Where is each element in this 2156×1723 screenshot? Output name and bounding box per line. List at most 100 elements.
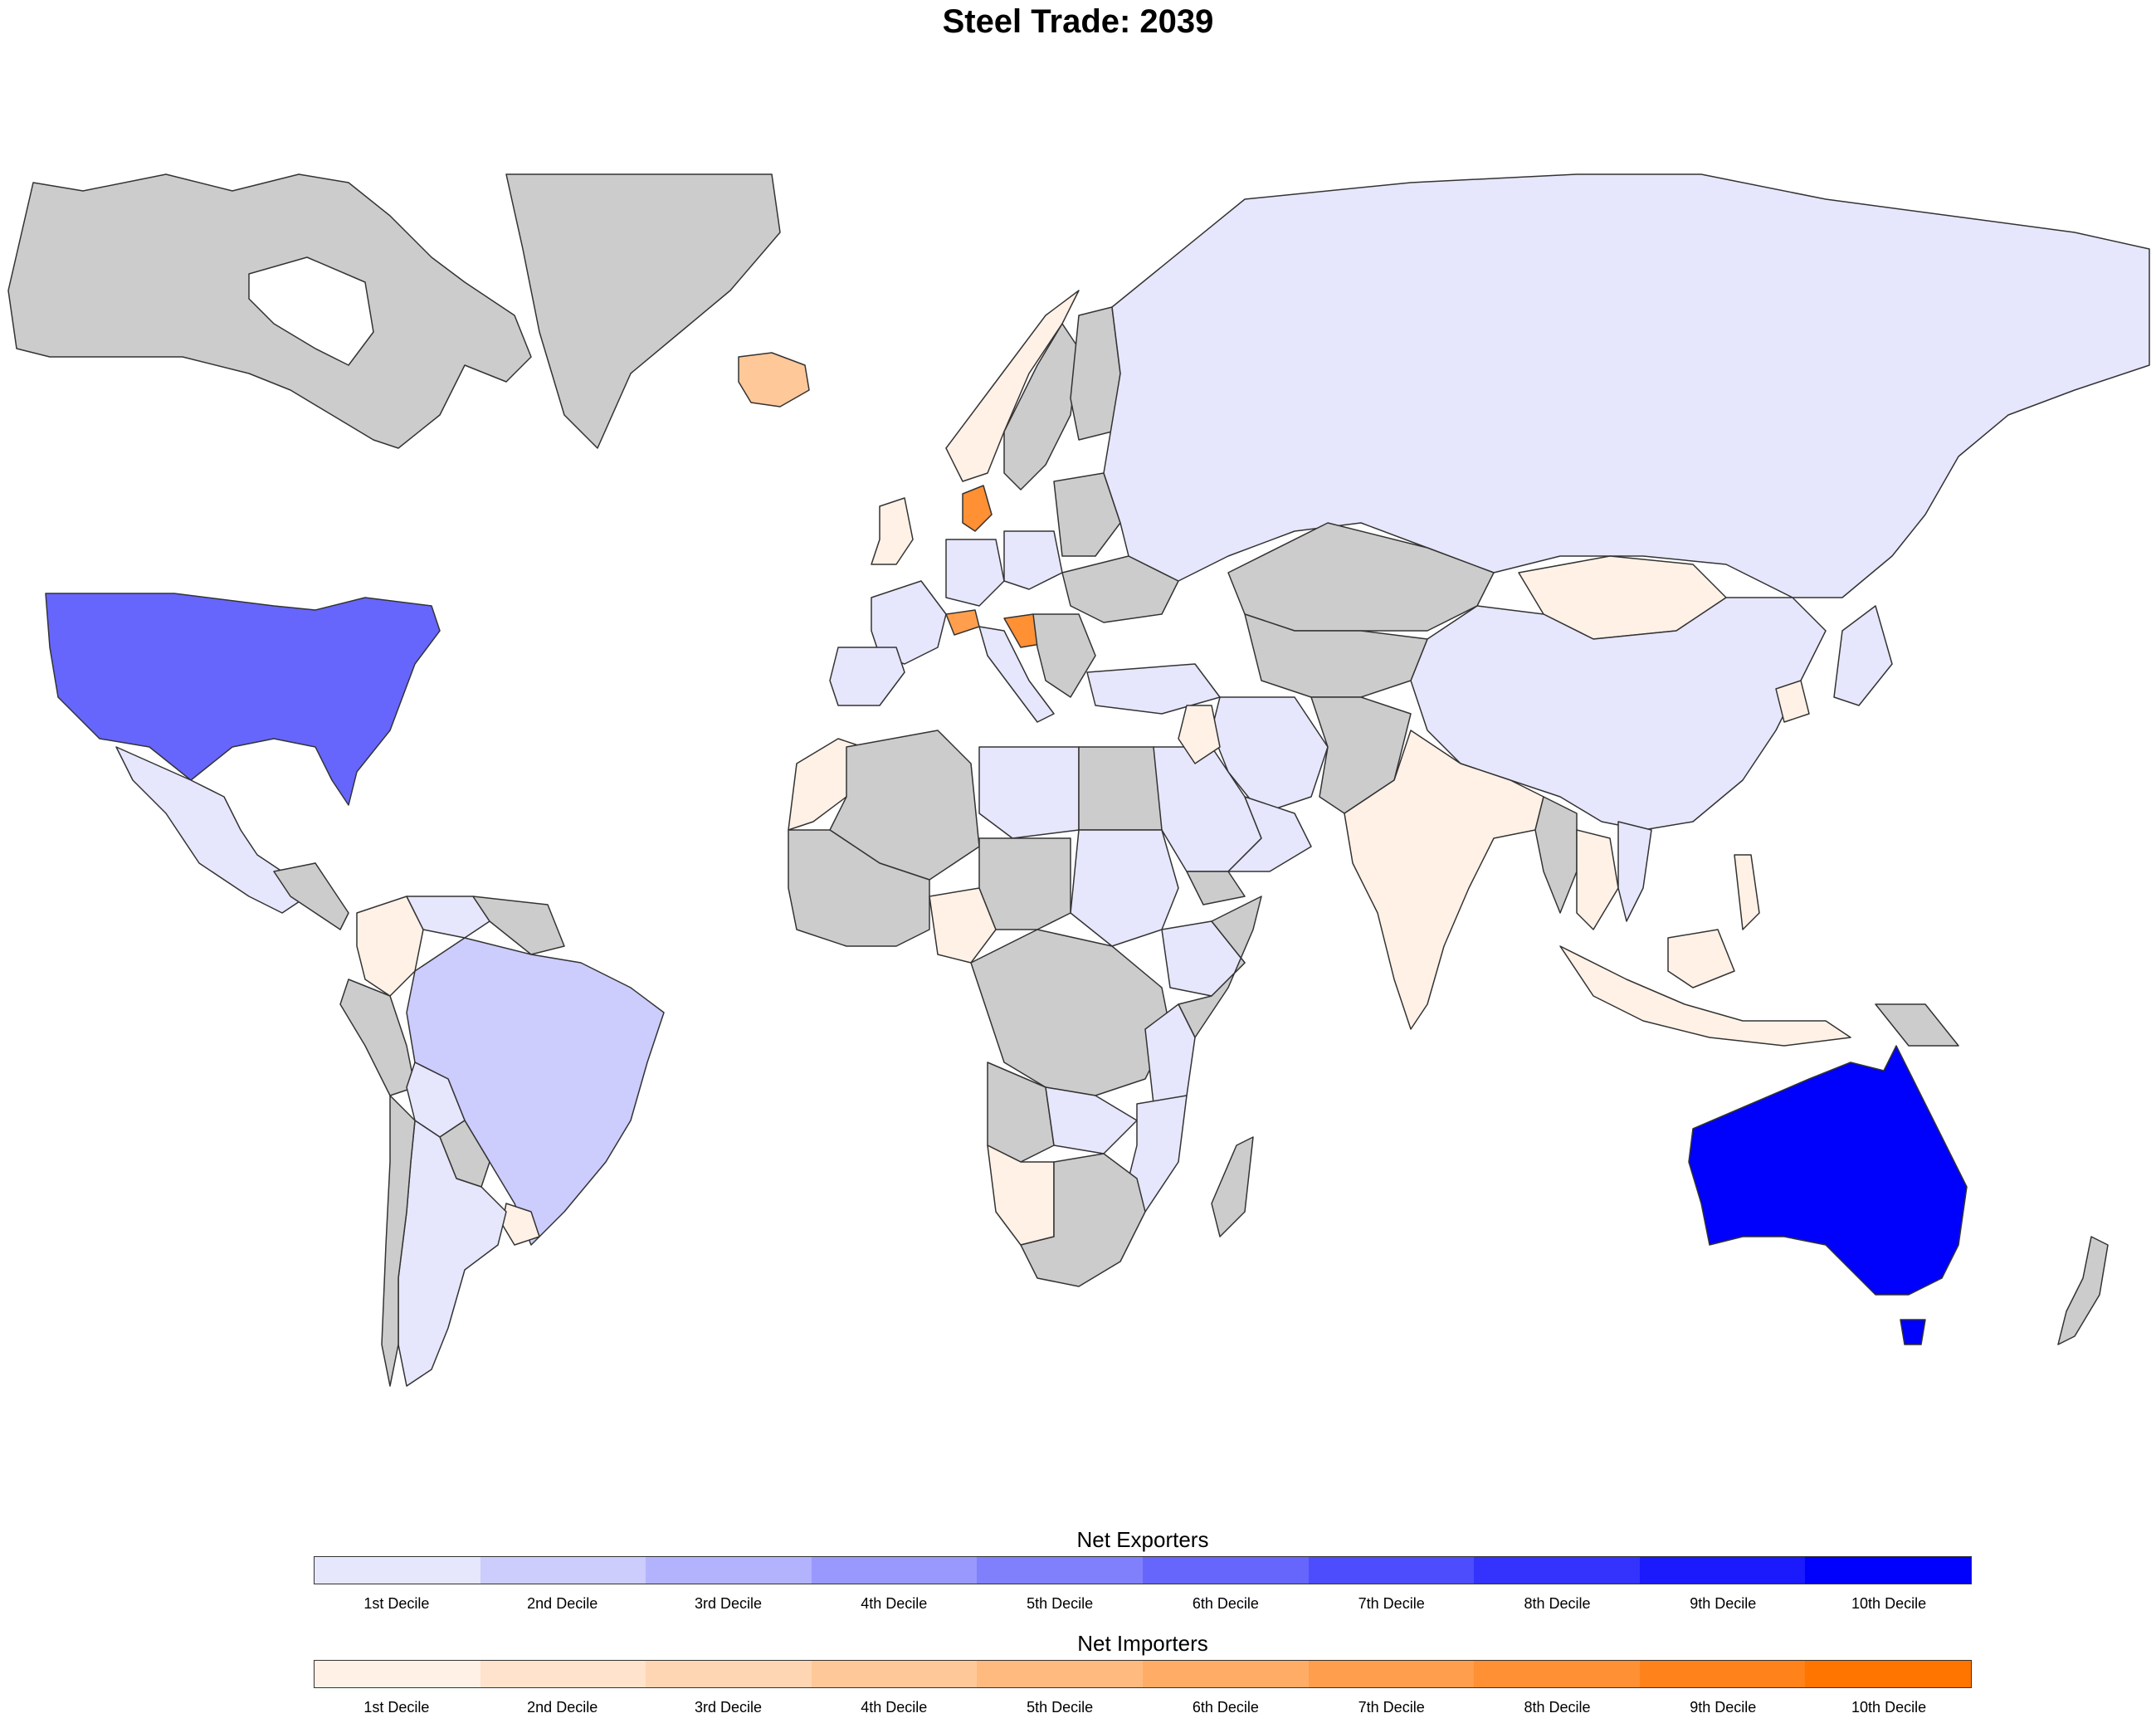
importers-label-9: 9th Decile <box>1690 1699 1757 1716</box>
region-greenland <box>505 173 781 449</box>
region-japan <box>1833 605 1893 706</box>
importers-label-1: 1st Decile <box>363 1699 430 1716</box>
region-west-africa <box>788 829 930 947</box>
region-india <box>1344 730 1544 1030</box>
region-borneo <box>1667 929 1735 988</box>
hudson-bay <box>248 256 374 366</box>
region-italy <box>978 626 1055 723</box>
importers-label-7: 7th Decile <box>1358 1699 1425 1716</box>
exporters-label-7: 7th Decile <box>1358 1595 1425 1612</box>
importers-label-8: 8th Decile <box>1524 1699 1591 1716</box>
importers-label-6: 6th Decile <box>1192 1699 1259 1716</box>
region-guianas <box>472 896 565 955</box>
importers-label-4: 4th Decile <box>861 1699 928 1716</box>
exporters-label-1: 1st Decile <box>363 1595 430 1612</box>
region-germany <box>945 539 1005 607</box>
region-united-states <box>45 593 441 806</box>
region-tasmania <box>1900 1319 1926 1345</box>
exporters-swatch-4 <box>811 1557 978 1584</box>
legend-importers-labels: 1st Decile 2nd Decile 3rd Decile 4th Decile… <box>314 1699 1972 1716</box>
region-chad <box>978 837 1071 930</box>
region-korea <box>1775 680 1810 723</box>
region-central-asia <box>1244 613 1428 698</box>
importers-swatch-6 <box>1142 1661 1309 1687</box>
region-denmark <box>962 485 993 532</box>
region-china <box>1410 597 1827 831</box>
region-philippines <box>1734 854 1760 930</box>
region-peru <box>339 979 416 1096</box>
exporters-label-3: 3rd Decile <box>694 1595 763 1612</box>
region-thailand <box>1576 829 1619 930</box>
region-russia <box>1103 173 2150 598</box>
region-south-africa <box>1020 1153 1146 1287</box>
importers-swatch-1 <box>315 1661 480 1687</box>
exporters-label-5: 5th Decile <box>1027 1595 1094 1612</box>
importers-label-3: 3rd Decile <box>694 1699 763 1716</box>
importers-label-5: 5th Decile <box>1027 1699 1094 1716</box>
map-title: Steel Trade: 2039 <box>942 3 1214 40</box>
exporters-swatch-8 <box>1474 1557 1640 1584</box>
region-angola <box>987 1062 1055 1163</box>
region-france <box>871 580 947 665</box>
region-switzerland <box>945 609 980 636</box>
region-poland <box>1003 530 1063 590</box>
region-indonesia <box>1559 945 1851 1047</box>
exporters-swatch-10 <box>1805 1557 1971 1584</box>
region-sweden <box>1003 323 1080 491</box>
exporters-swatch-7 <box>1308 1557 1475 1584</box>
region-australia <box>1688 1045 1968 1296</box>
region-spain <box>829 647 905 706</box>
legend-exporters-labels: 1st Decile 2nd Decile 3rd Decile 4th Decile… <box>314 1595 1972 1613</box>
legend-importers-title: Net Importers <box>1077 1631 1208 1656</box>
importers-label-2: 2nd Decile <box>527 1699 598 1716</box>
region-east-africa <box>1144 1003 1196 1105</box>
importers-swatch-4 <box>811 1661 978 1687</box>
region-baltic-belarus <box>1053 472 1121 557</box>
region-egypt <box>1078 746 1163 831</box>
exporters-label-4: 4th Decile <box>861 1595 928 1612</box>
exporters-swatch-1 <box>315 1557 480 1584</box>
region-new-zealand <box>2057 1236 2109 1345</box>
region-balkans <box>1032 613 1096 698</box>
importers-swatch-3 <box>646 1661 812 1687</box>
exporters-swatch-9 <box>1639 1557 1806 1584</box>
region-nigeria <box>929 887 997 964</box>
region-sudan <box>1070 829 1179 947</box>
region-zambia <box>1045 1086 1138 1154</box>
importers-swatch-10 <box>1805 1661 1971 1687</box>
region-yemen <box>1186 871 1246 905</box>
exporters-label-10: 10th Decile <box>1851 1595 1927 1612</box>
region-libya <box>978 746 1080 839</box>
exporters-swatch-2 <box>480 1557 646 1584</box>
importers-swatch-2 <box>480 1661 646 1687</box>
legend-exporters-title: Net Exporters <box>1076 1527 1209 1552</box>
importers-swatch-9 <box>1639 1661 1806 1687</box>
world-map <box>7 173 2150 1387</box>
region-central-america <box>273 862 349 930</box>
legend-importers-bar <box>314 1660 1972 1688</box>
region-vietnam <box>1617 821 1652 922</box>
exporters-swatch-6 <box>1142 1557 1309 1584</box>
region-myanmar <box>1534 796 1578 914</box>
exporters-swatch-3 <box>646 1557 812 1584</box>
region-madagascar <box>1211 1136 1254 1237</box>
exporters-label-8: 8th Decile <box>1524 1595 1591 1612</box>
region-chile <box>381 1095 416 1387</box>
region-oman <box>1227 796 1312 872</box>
importers-swatch-8 <box>1474 1661 1640 1687</box>
region-levant <box>1178 705 1221 764</box>
importers-label-10: 10th Decile <box>1851 1699 1927 1716</box>
importers-swatch-5 <box>977 1661 1143 1687</box>
region-papua <box>1875 1003 1959 1047</box>
region-norway <box>945 290 1080 482</box>
region-uk <box>871 497 914 565</box>
exporters-label-6: 6th Decile <box>1192 1595 1259 1612</box>
region-venezuela <box>406 896 490 939</box>
exporters-label-9: 9th Decile <box>1690 1595 1757 1612</box>
exporters-label-2: 2nd Decile <box>527 1595 598 1612</box>
importers-swatch-7 <box>1308 1661 1475 1687</box>
region-central-africa <box>970 929 1171 1096</box>
region-iceland <box>738 352 810 408</box>
legend-exporters-bar <box>314 1556 1972 1584</box>
exporters-swatch-5 <box>977 1557 1143 1584</box>
